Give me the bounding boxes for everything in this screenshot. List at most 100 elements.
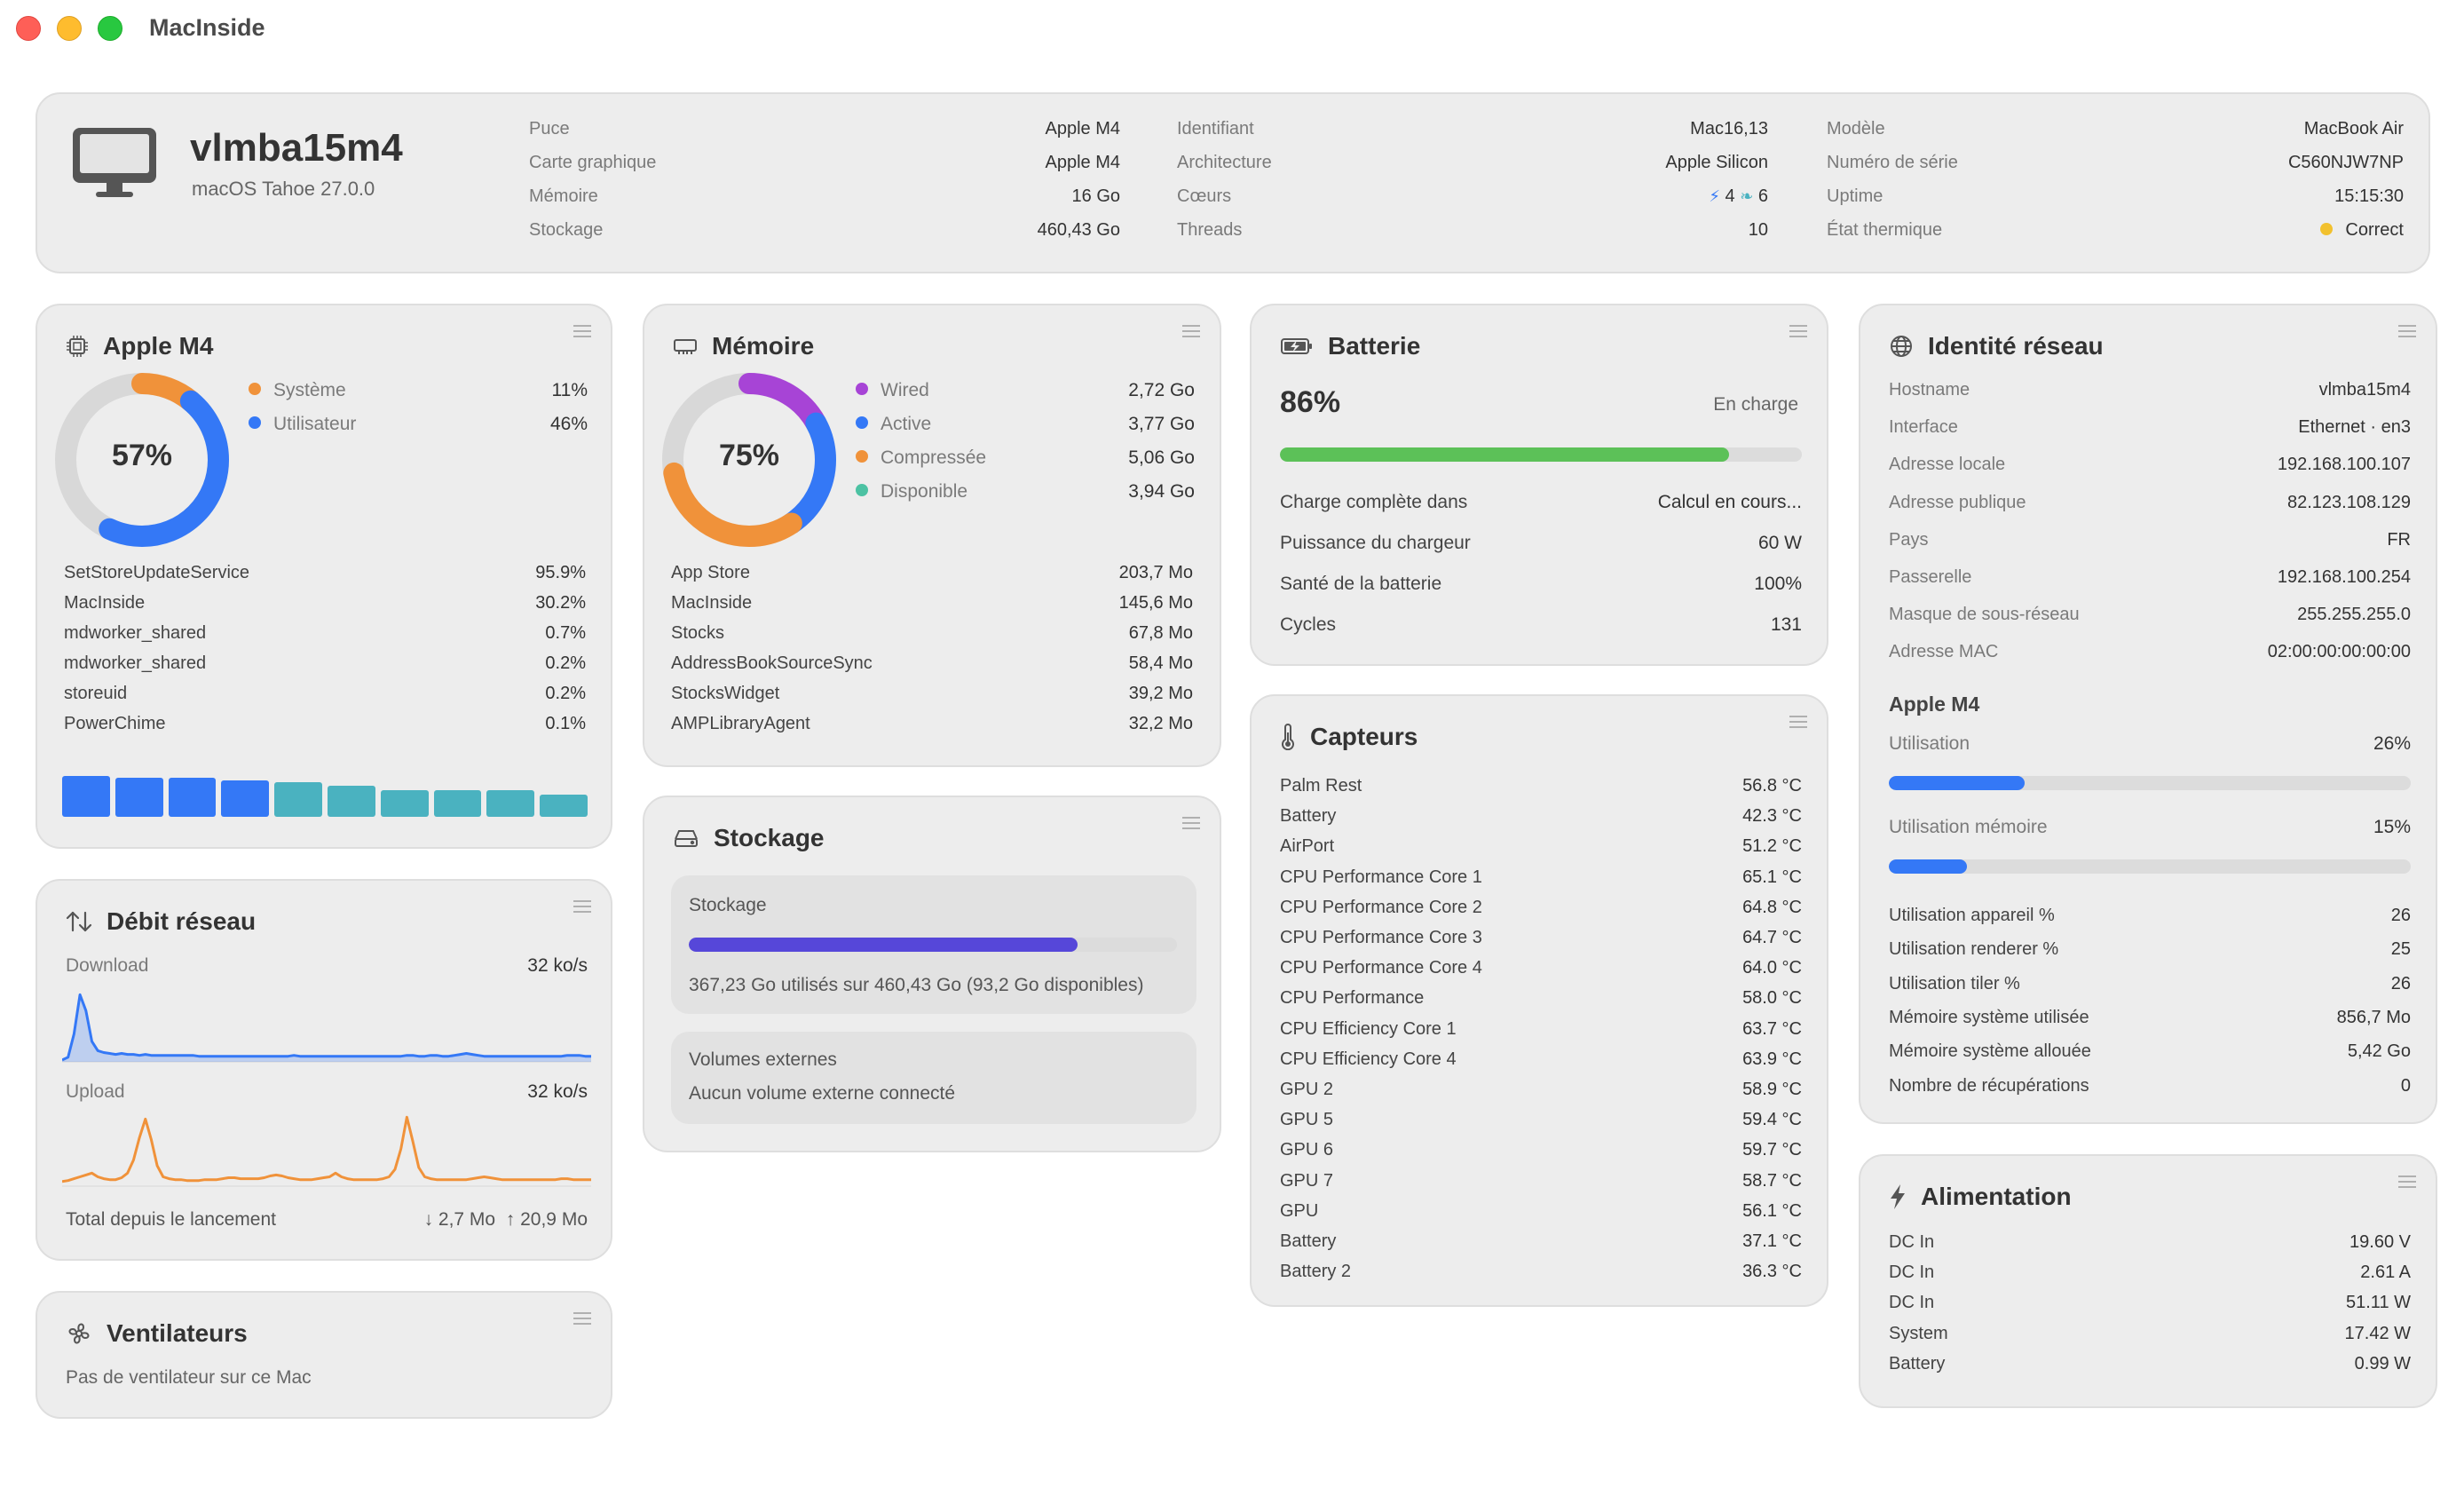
card-menu-handle[interactable]: [1182, 817, 1200, 829]
header-row: Identifiant Mac16,13: [1177, 119, 1768, 139]
row-value: 63.7 °C: [1742, 1018, 1802, 1039]
row-label: storeuid: [64, 684, 128, 703]
list-row: App Store 203,7 Mo: [671, 563, 1193, 583]
header-value-text: Apple Silicon: [1665, 153, 1768, 172]
list-row: storeuid 0.2%: [64, 684, 586, 704]
core-bar: [540, 795, 588, 817]
row-label: Adresse publique: [1889, 492, 2026, 512]
list-row: Pays FR: [1889, 530, 2411, 550]
bolt-icon: ⚡: [1709, 187, 1720, 205]
card-menu-handle[interactable]: [2398, 325, 2416, 337]
row-value: 63.9 °C: [1742, 1049, 1802, 1069]
row-value: 30.2%: [535, 593, 586, 613]
list-row: Battery 0.99 W: [1889, 1354, 2411, 1374]
row-value: 58.7 °C: [1742, 1170, 1802, 1191]
row-value: 02:00:00:00:00:00: [2267, 642, 2411, 662]
row-value: 42.3 °C: [1742, 806, 1802, 827]
row-label: GPU: [1280, 1200, 1319, 1221]
upload-sparkline: [62, 1115, 591, 1187]
row-value: Ethernet · en3: [2298, 417, 2411, 438]
card-menu-handle[interactable]: [573, 325, 591, 337]
row-value: 2.61 A: [2360, 1263, 2411, 1283]
card-menu-handle[interactable]: [573, 1312, 591, 1325]
storage-usage-fill: [689, 938, 1078, 952]
row-label: CPU Efficiency Core 1: [1280, 1018, 1457, 1039]
card-menu-handle[interactable]: [1789, 716, 1807, 728]
card-menu-handle[interactable]: [2398, 1175, 2416, 1188]
row-label: Palm Rest: [1280, 776, 1362, 796]
row-label: CPU Efficiency Core 4: [1280, 1049, 1457, 1069]
download-label: Download: [66, 955, 149, 976]
os-version: macOS Tahoe 27.0.0: [192, 178, 375, 200]
fans-title: Ventilateurs: [107, 1319, 248, 1347]
header-value-text: 460,43 Go: [1037, 220, 1120, 240]
header-label: Puce: [529, 119, 570, 139]
list-row: Interface Ethernet · en3: [1889, 417, 2411, 438]
legend-value: 46%: [549, 414, 588, 434]
list-row: Charge complète dans Calcul en cours...: [1280, 492, 1802, 513]
legend-value: 3,94 Go: [1128, 481, 1195, 502]
row-label: Puissance du chargeur: [1280, 533, 1471, 553]
row-label: GPU 5: [1280, 1110, 1334, 1130]
list-row: Battery 37.1 °C: [1280, 1231, 1802, 1252]
total-row: Total depuis le lancement ↓ 2,7 Mo ↑ 20,…: [66, 1209, 588, 1231]
legend-dot: [249, 416, 261, 430]
storage-usage-bar: [689, 938, 1177, 952]
card-menu-handle[interactable]: [573, 900, 591, 913]
battery-level-fill: [1280, 447, 1729, 462]
header-label: État thermique: [1827, 220, 1943, 240]
header-row: Uptime 15:15:30: [1827, 186, 2404, 207]
list-row: AMPLibraryAgent 32,2 Mo: [671, 714, 1193, 734]
row-label: MacInside: [671, 593, 753, 613]
header-value-text: 10: [1748, 220, 1768, 240]
list-row: MacInside 30.2%: [64, 593, 586, 613]
list-row: System 17.42 W: [1889, 1324, 2411, 1344]
header-value: Apple Silicon: [1665, 153, 1768, 173]
close-window-button[interactable]: [16, 16, 41, 41]
legend-row: Système 11%: [249, 380, 588, 401]
card-menu-handle[interactable]: [1789, 325, 1807, 337]
row-value: 0.7%: [545, 623, 586, 643]
row-value: 64.0 °C: [1742, 958, 1802, 978]
upload-row: Upload 32 ko/s: [66, 1081, 588, 1103]
row-label: MacInside: [64, 593, 146, 613]
list-row: Adresse locale 192.168.100.107: [1889, 455, 2411, 475]
row-label: Utilisation appareil %: [1889, 906, 2055, 925]
legend-label: Compressée: [856, 447, 986, 469]
total-download-value: ↓ 2,7 Mo: [423, 1209, 496, 1230]
row-value: 0.2%: [545, 653, 586, 673]
header-row: Stockage 460,43 Go: [529, 220, 1120, 241]
row-label: GPU 6: [1280, 1140, 1334, 1160]
row-value: 25: [2390, 939, 2411, 960]
memory-icon: [674, 339, 697, 354]
sparkline-line: [62, 1115, 591, 1183]
gpu-utilisation-bar: [1889, 776, 2411, 790]
row-label: App Store: [671, 563, 750, 582]
header-label: Modèle: [1827, 119, 1885, 139]
gpu-utilisation-fill: [1889, 776, 2025, 790]
row-label: GPU 7: [1280, 1170, 1334, 1191]
row-value: 64.7 °C: [1742, 928, 1802, 947]
header-value-text: Mac16,13: [1690, 119, 1768, 139]
header-label: Numéro de série: [1827, 153, 1958, 172]
minimize-window-button[interactable]: [57, 16, 82, 41]
row-value: 856,7 Mo: [2336, 1007, 2411, 1027]
row-label: CPU Performance Core 2: [1280, 897, 1482, 917]
list-row: Utilisation renderer % 25: [1889, 939, 2411, 960]
core-bar: [380, 790, 429, 817]
card-menu-handle[interactable]: [1182, 325, 1200, 337]
donut-segment: [662, 373, 836, 547]
row-value: 58.9 °C: [1742, 1080, 1802, 1099]
cpu-percent-label: 57%: [111, 439, 173, 472]
legend-label: Utilisateur: [249, 414, 356, 435]
legend-dot: [856, 450, 868, 463]
header-label: Threads: [1177, 220, 1243, 240]
legend-row: Compressée 5,06 Go: [856, 447, 1195, 469]
list-row: SetStoreUpdateService 95.9%: [64, 563, 586, 583]
donut-segment: [55, 373, 229, 547]
upload-value: 32 ko/s: [527, 1081, 588, 1102]
row-label: Interface: [1889, 417, 1958, 438]
list-row: CPU Performance Core 1 65.1 °C: [1280, 867, 1802, 888]
zoom-window-button[interactable]: [98, 16, 122, 41]
list-row: GPU 56.1 °C: [1280, 1201, 1802, 1222]
